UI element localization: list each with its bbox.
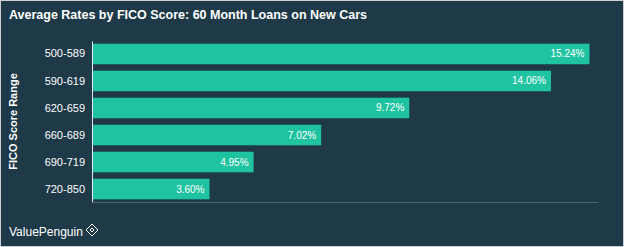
axis-title: FICO Score Range: [7, 73, 19, 170]
bar: [92, 125, 321, 146]
axis-line: [92, 42, 93, 203]
background: [1, 1, 624, 247]
logo: [86, 224, 98, 236]
tick-label: 690-719: [45, 156, 85, 168]
bar: [92, 179, 210, 200]
bar: [92, 98, 409, 119]
data-labels: 15.24% 14.06% 9.72% 7.02% 4.95% 3.60%: [176, 48, 584, 194]
bars: [92, 44, 590, 200]
tick-label: 590-619: [45, 74, 85, 86]
bar: [92, 71, 551, 92]
tick: 620-659: [45, 102, 85, 114]
tick: 500-589: [45, 47, 85, 59]
title: Average Rates by FICO Score: 60 Month Lo…: [9, 8, 367, 22]
data-label: 4.95%: [220, 157, 248, 168]
axis-line: [93, 202, 599, 203]
tick-label: 500-589: [45, 47, 85, 59]
tick: 720-850: [45, 183, 85, 195]
category-axis: 500-589 590-619 620-659 660-689 690-719 720-8…: [45, 42, 93, 203]
data-label: 15.24%: [551, 48, 585, 59]
data-label: 3.60%: [176, 184, 204, 195]
tick: 590-619: [45, 74, 85, 86]
data-label: 7.02%: [288, 130, 316, 141]
tick: 690-719: [45, 156, 85, 168]
data-label: 14.06%: [512, 75, 546, 86]
bar: [92, 152, 254, 173]
tick: 660-689: [45, 129, 85, 141]
tick-label: 660-689: [45, 129, 85, 141]
annotation: ValuePenguin: [9, 225, 83, 239]
data-label: 9.72%: [376, 102, 404, 113]
bar: [92, 44, 590, 65]
chart: Average Rates by FICO Score: 60 Month Lo…: [0, 0, 624, 247]
tick-label: 720-850: [45, 183, 85, 195]
value-axis: [93, 202, 599, 203]
tick-label: 620-659: [45, 102, 85, 114]
